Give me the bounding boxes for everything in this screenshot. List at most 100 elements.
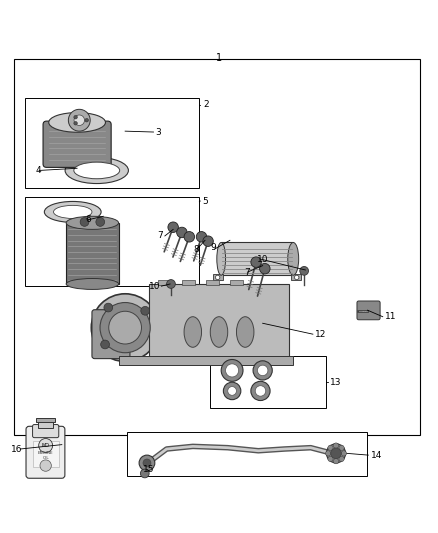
Circle shape — [196, 231, 207, 242]
Circle shape — [251, 257, 261, 268]
Circle shape — [141, 306, 149, 315]
Circle shape — [255, 386, 266, 396]
Text: ENGINE
OIL: ENGINE OIL — [38, 451, 53, 460]
Circle shape — [328, 445, 333, 450]
Circle shape — [74, 116, 78, 119]
Circle shape — [339, 456, 344, 462]
FancyBboxPatch shape — [92, 310, 130, 359]
Circle shape — [40, 460, 51, 471]
Circle shape — [139, 455, 155, 471]
Text: 4: 4 — [35, 166, 41, 175]
Circle shape — [333, 443, 339, 448]
Bar — [213, 274, 223, 280]
FancyBboxPatch shape — [26, 426, 65, 478]
Circle shape — [80, 217, 89, 227]
Text: 1: 1 — [216, 53, 222, 63]
Circle shape — [74, 122, 78, 125]
Bar — [127, 432, 367, 476]
Bar — [206, 280, 219, 285]
Circle shape — [101, 340, 110, 349]
Bar — [210, 356, 326, 408]
Ellipse shape — [217, 243, 226, 275]
Bar — [149, 284, 289, 360]
Bar — [158, 280, 171, 285]
Circle shape — [326, 444, 346, 463]
Bar — [221, 243, 293, 275]
Circle shape — [168, 222, 178, 232]
Text: 15: 15 — [143, 465, 154, 474]
Circle shape — [143, 459, 151, 467]
Text: MO: MO — [42, 443, 49, 448]
Bar — [119, 356, 293, 365]
Text: 13: 13 — [330, 378, 342, 387]
Text: 7: 7 — [244, 268, 250, 277]
Circle shape — [85, 118, 88, 122]
Circle shape — [74, 115, 85, 125]
Ellipse shape — [91, 294, 159, 361]
Ellipse shape — [288, 243, 299, 275]
Ellipse shape — [184, 317, 201, 348]
Text: 12: 12 — [315, 330, 326, 338]
Circle shape — [258, 365, 268, 376]
Circle shape — [331, 448, 341, 458]
Ellipse shape — [237, 317, 254, 348]
Bar — [38, 420, 53, 428]
Text: 11: 11 — [385, 312, 396, 321]
Text: 14: 14 — [371, 450, 382, 459]
Text: 2: 2 — [204, 100, 209, 109]
Bar — [230, 280, 243, 285]
Circle shape — [339, 445, 344, 450]
Circle shape — [203, 236, 213, 246]
FancyBboxPatch shape — [357, 301, 380, 320]
Circle shape — [166, 280, 175, 288]
Text: 8: 8 — [194, 245, 199, 254]
Ellipse shape — [49, 112, 106, 132]
Circle shape — [325, 451, 331, 456]
Text: 16: 16 — [11, 445, 22, 454]
Text: 9: 9 — [210, 243, 216, 252]
Bar — [182, 280, 195, 285]
Circle shape — [294, 275, 299, 280]
Bar — [25, 197, 199, 286]
Circle shape — [328, 456, 333, 462]
Text: 10: 10 — [149, 281, 161, 290]
Ellipse shape — [210, 317, 228, 348]
Circle shape — [253, 361, 272, 380]
Circle shape — [215, 275, 220, 280]
Circle shape — [141, 469, 149, 478]
Circle shape — [223, 382, 241, 400]
Circle shape — [341, 451, 346, 456]
Circle shape — [228, 386, 237, 395]
Text: 3: 3 — [155, 127, 162, 136]
Circle shape — [260, 263, 270, 274]
Ellipse shape — [74, 162, 120, 179]
Text: 7: 7 — [157, 231, 163, 240]
Circle shape — [221, 359, 243, 381]
Circle shape — [300, 266, 308, 275]
Ellipse shape — [66, 279, 119, 289]
Text: 5: 5 — [202, 197, 208, 206]
Ellipse shape — [109, 311, 141, 344]
Text: 10: 10 — [257, 255, 268, 264]
Circle shape — [96, 217, 105, 227]
Ellipse shape — [65, 157, 128, 183]
Bar — [36, 417, 55, 422]
Bar — [14, 59, 420, 434]
Bar — [66, 223, 119, 284]
Circle shape — [39, 439, 53, 453]
Bar — [32, 441, 59, 467]
FancyBboxPatch shape — [32, 425, 59, 438]
Ellipse shape — [53, 205, 92, 219]
Ellipse shape — [100, 303, 150, 353]
Ellipse shape — [66, 216, 119, 229]
Circle shape — [104, 303, 113, 312]
FancyBboxPatch shape — [43, 121, 111, 167]
Circle shape — [251, 381, 270, 400]
Ellipse shape — [44, 201, 101, 222]
Text: 6: 6 — [86, 215, 92, 224]
Bar — [291, 274, 300, 280]
Circle shape — [68, 109, 90, 131]
Circle shape — [184, 231, 194, 242]
Circle shape — [177, 227, 187, 238]
Circle shape — [333, 458, 339, 464]
